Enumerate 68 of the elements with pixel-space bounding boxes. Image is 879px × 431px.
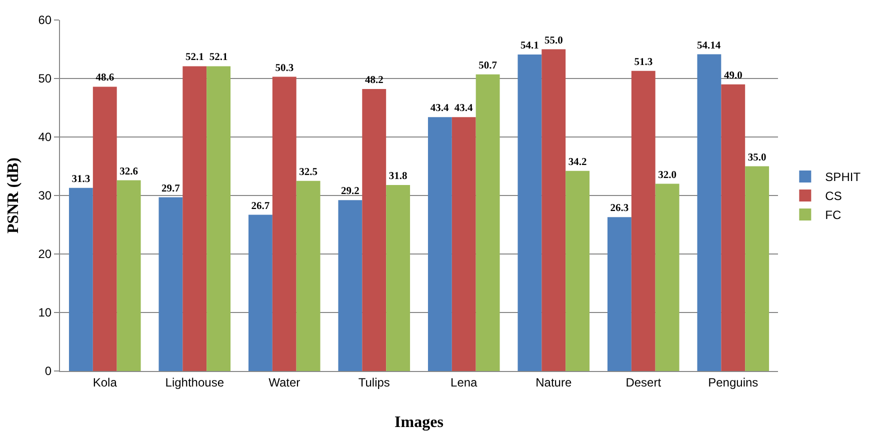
bar [518,54,542,371]
data-label: 32.0 [658,170,676,181]
legend-label: SPHIT [825,170,862,184]
bar [631,70,656,371]
data-label: 48.6 [96,72,114,84]
bar [428,117,452,371]
data-label: 34.2 [568,156,587,168]
x-tick-label: Kola [92,375,118,390]
data-label: 52.1 [185,52,204,64]
bar [338,200,362,371]
x-tick-label: Water [268,375,300,390]
data-label: 32.5 [299,166,318,178]
data-label: 35.0 [748,152,766,164]
x-tick-label: Tulips [358,375,390,390]
bar [721,84,746,371]
bar [206,66,231,371]
bar [248,214,272,371]
y-tick-label: 0 [44,364,52,378]
bar [182,66,207,371]
data-label: 52.1 [209,52,228,64]
bar [745,166,770,371]
bar [452,117,476,371]
bar [655,184,680,371]
x-tick-label: Lena [450,375,478,390]
y-tick-label: 10 [38,306,52,320]
data-label: 49.0 [724,70,742,82]
data-label: 50.3 [275,62,294,74]
data-label: 54.14 [697,40,722,52]
data-label: 43.4 [454,103,474,114]
bar [362,89,386,371]
data-label: 26.7 [251,200,270,212]
y-tick-label: 30 [38,188,52,203]
y-tick-label: 20 [38,247,52,262]
data-label: 31.8 [388,170,408,182]
bar [386,184,410,371]
data-label: 29.7 [162,183,180,194]
data-label: 54.1 [520,40,539,52]
y-tick-label: 40 [38,130,52,144]
data-label: 48.2 [364,75,384,86]
y-tick-label: 60 [38,13,52,28]
legend-label: FC [825,208,842,222]
x-axis-title: Images [394,414,444,431]
bar [566,170,590,371]
bar [607,217,632,371]
x-tick-label: Desert [626,375,662,390]
bar [697,54,722,371]
data-label: 50.7 [478,60,497,72]
legend-label: CS [825,189,842,204]
x-tick-label: Lighthouse [165,375,224,390]
x-tick-label: Nature [536,375,572,390]
bar [158,197,183,371]
data-label: 55.0 [544,35,563,46]
y-axis-title: PSNR (dB) [5,157,22,234]
bar [296,180,320,371]
data-label: 26.3 [610,203,629,214]
bar [116,180,141,371]
bar [476,74,500,371]
data-label: 51.3 [634,56,653,68]
bar [92,86,117,371]
data-label: 43.4 [430,103,450,114]
y-tick-label: 50 [38,72,52,86]
data-label: 29.2 [341,186,360,198]
bar [272,76,296,371]
bar [68,188,93,371]
data-label: 31.3 [72,174,90,185]
data-label: 32.6 [120,166,138,178]
bar [542,49,566,371]
x-tick-label: Penguins [708,375,758,390]
